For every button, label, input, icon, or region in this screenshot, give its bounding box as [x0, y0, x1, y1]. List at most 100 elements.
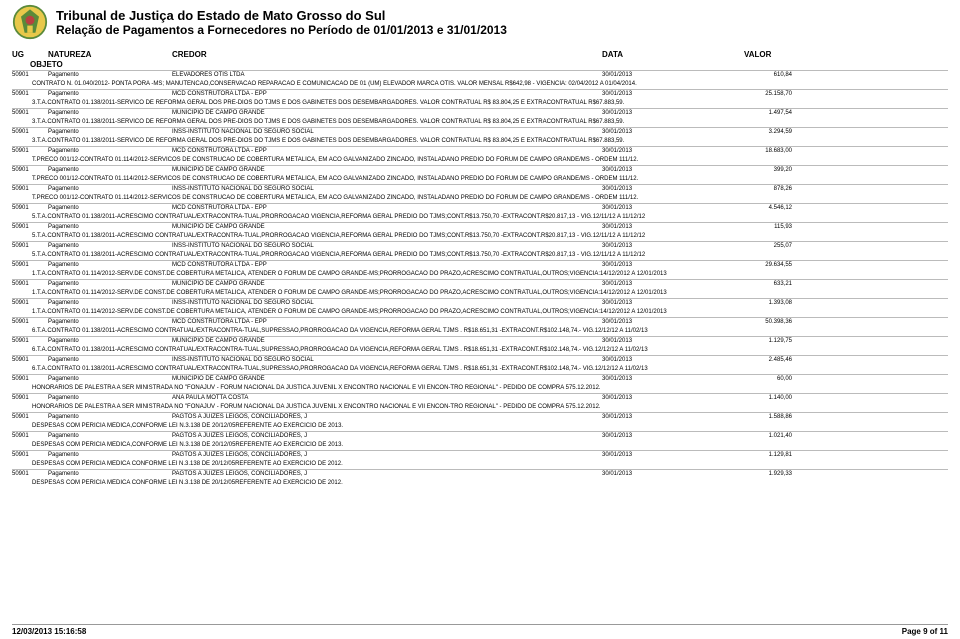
cell-objeto: 6.T.A.CONTRATO 01.138/2011-ACRESCIMO CON… — [12, 327, 948, 335]
cell-objeto: CONTRATO N. 01.040/2012- PONTA PORA -MS;… — [12, 80, 948, 88]
cell-ug: 50901 — [12, 167, 29, 173]
cell-credor: MCD CONSTRUTORA LTDA - EPP — [172, 91, 267, 97]
cell-natureza: Pagamento — [48, 262, 79, 268]
payment-row: 50901PagamentoPAGTOS A JUIZES LEIGOS, CO… — [12, 431, 948, 450]
cell-data: 30/01/2013 — [602, 129, 632, 135]
cell-valor: 633,21 — [732, 281, 792, 287]
report-title: Tribunal de Justiça do Estado de Mato Gr… — [56, 8, 507, 23]
cell-ug: 50901 — [12, 148, 29, 154]
cell-valor: 25.158,70 — [732, 91, 792, 97]
cell-data: 30/01/2013 — [602, 91, 632, 97]
cell-credor: MUNICIPIO DE CAMPO GRANDE — [172, 167, 265, 173]
cell-valor: 1.588,86 — [732, 414, 792, 420]
payment-row: 50901PagamentoINSS-INSTITUTO NACIONAL DO… — [12, 355, 948, 374]
cell-valor: 1.497,54 — [732, 110, 792, 116]
cell-credor: MCD CONSTRUTORA LTDA - EPP — [172, 148, 267, 154]
cell-data: 30/01/2013 — [602, 186, 632, 192]
cell-data: 30/01/2013 — [602, 300, 632, 306]
cell-credor: MUNICIPIO DE CAMPO GRANDE — [172, 110, 265, 116]
cell-valor: 1.140,00 — [732, 395, 792, 401]
payment-row: 50901 Pagamento MUNICIPIO DE CAMPO GRANDE 3… — [12, 165, 948, 184]
tribunal-emblem-icon — [12, 4, 48, 40]
cell-valor: 255,07 — [732, 243, 792, 249]
cell-credor: MUNICIPIO DE CAMPO GRANDE — [172, 224, 265, 230]
cell-objeto: DESPESAS COM PERICIA MEDICA,CONFORME LEI… — [12, 441, 948, 449]
cell-valor: 115,93 — [732, 224, 792, 230]
payment-row: 50901PagamentoMCD CONSTRUTORA LTDA - EPP… — [12, 260, 948, 279]
cell-ug: 50901 — [12, 72, 29, 78]
cell-data: 30/01/2013 — [602, 319, 632, 325]
payment-row: 50901PagamentoMCD CONSTRUTORA LTDA - EPP… — [12, 89, 948, 108]
cell-data: 30/01/2013 — [602, 224, 632, 230]
cell-valor: 3.294,59 — [732, 129, 792, 135]
payment-row: 50901PagamentoINSS-INSTITUTO NACIONAL DO… — [12, 241, 948, 260]
cell-valor: 29.634,55 — [732, 262, 792, 268]
cell-ug: 50901 — [12, 281, 29, 287]
cell-data: 30/01/2013 — [602, 395, 632, 401]
cell-valor: 4.546,12 — [732, 205, 792, 211]
cell-natureza: Pagamento — [48, 91, 79, 97]
cell-valor: 399,20 — [732, 167, 792, 173]
col-header-objeto: OBJETO — [30, 60, 63, 69]
payment-row: 50901PagamentoELEVADORES OTIS LTDA30/01/… — [12, 70, 948, 89]
footer-timestamp: 12/03/2013 15:16:58 — [12, 627, 86, 636]
payment-row: 50901 Pagamento MCD CONSTRUTORA LTDA - EPP… — [12, 146, 948, 165]
cell-credor: MCD CONSTRUTORA LTDA - EPP — [172, 262, 267, 268]
cell-objeto: 1.T.A.CONTRATO 01.114/2012-SERV.DE CONST… — [12, 308, 948, 316]
cell-natureza: Pagamento — [48, 224, 79, 230]
cell-natureza: Pagamento — [48, 129, 79, 135]
cell-ug: 50901 — [12, 395, 29, 401]
cell-natureza: Pagamento — [48, 319, 79, 325]
cell-credor: INSS-INSTITUTO NACIONAL DO SEGURO SOCIAL — [172, 300, 314, 306]
cell-natureza: Pagamento — [48, 414, 79, 420]
cell-objeto: 1.T.A.CONTRATO 01.114/2012-SERV.DE CONST… — [12, 270, 948, 278]
cell-valor: 2.485,46 — [732, 357, 792, 363]
report-subtitle: Relação de Pagamentos a Fornecedores no … — [56, 23, 507, 37]
cell-data: 30/01/2013 — [602, 471, 632, 477]
payment-row: 50901PagamentoMCD CONSTRUTORA LTDA - EPP… — [12, 317, 948, 336]
payment-row: 50901PagamentoMUNICIPIO DE CAMPO GRANDE3… — [12, 222, 948, 241]
cell-data: 30/01/2013 — [602, 338, 632, 344]
col-header-valor: VALOR — [744, 50, 771, 59]
payment-row: 50901PagamentoANA PAULA MOTTA COSTA30/01… — [12, 393, 948, 412]
cell-valor: 878,26 — [732, 186, 792, 192]
cell-objeto: 5.T.A.CONTRATO 01.138/2011-ACRESCIMO CON… — [12, 232, 948, 240]
cell-objeto: HONORARIOS DE PALESTRA A SER MINISTRADA … — [12, 384, 948, 392]
cell-ug: 50901 — [12, 452, 29, 458]
footer-page: Page 9 of 11 — [902, 627, 948, 636]
cell-objeto: 3.T.A.CONTRATO 01.138/2011-SERVICO DE RE… — [12, 137, 948, 145]
cell-credor: PAGTOS A JUIZES LEIGOS, CONCILIADORES, J — [172, 471, 307, 477]
cell-objeto: 5.T.A.CONTRATO 01.138/2011-ACRESCIMO CON… — [12, 251, 948, 259]
payment-row: 50901PagamentoMUNICIPIO DE CAMPO GRANDE3… — [12, 108, 948, 127]
cell-data: 30/01/2013 — [602, 433, 632, 439]
cell-ug: 50901 — [12, 129, 29, 135]
cell-valor: 1.021,40 — [732, 433, 792, 439]
cell-ug: 50901 — [12, 376, 29, 382]
cell-valor: 50.398,36 — [732, 319, 792, 325]
cell-valor: 1.929,33 — [732, 471, 792, 477]
cell-credor: MUNICIPIO DE CAMPO GRANDE — [172, 338, 265, 344]
cell-ug: 50901 — [12, 110, 29, 116]
cell-credor: INSS-INSTITUTO NACIONAL DO SEGURO SOCIAL — [172, 129, 314, 135]
cell-credor: PAGTOS A JUIZES LEIGOS, CONCILIADORES, J — [172, 414, 307, 420]
payment-row: 50901PagamentoMUNICIPIO DE CAMPO GRANDE3… — [12, 336, 948, 355]
cell-natureza: Pagamento — [48, 281, 79, 287]
cell-credor: INSS-INSTITUTO NACIONAL DO SEGURO SOCIAL — [172, 357, 314, 363]
cell-objeto: DESPESAS COM PERICIA MEDICA CONFORME LEI… — [12, 479, 948, 487]
cell-natureza: Pagamento — [48, 167, 79, 173]
cell-valor: 18.683,00 — [732, 148, 792, 154]
cell-valor: 1.129,75 — [732, 338, 792, 344]
cell-natureza: Pagamento — [48, 148, 79, 154]
payment-row: 50901 Pagamento INSS-INSTITUTO NACIONAL DO… — [12, 298, 948, 317]
cell-objeto: T.PRECO 001/12-CONTRATO 01.114/2012-SERV… — [12, 156, 948, 164]
cell-ug: 50901 — [12, 186, 29, 192]
cell-ug: 50901 — [12, 414, 29, 420]
cell-natureza: Pagamento — [48, 376, 79, 382]
cell-valor: 60,00 — [732, 376, 792, 382]
cell-data: 30/01/2013 — [602, 376, 632, 382]
cell-ug: 50901 — [12, 300, 29, 306]
payment-row: 50901 Pagamento INSS-INSTITUTO NACIONAL DO… — [12, 127, 948, 146]
cell-objeto: 3.T.A.CONTRATO 01.138/2011-SERVICO DE RE… — [12, 118, 948, 126]
cell-natureza: Pagamento — [48, 300, 79, 306]
cell-data: 30/01/2013 — [602, 281, 632, 287]
